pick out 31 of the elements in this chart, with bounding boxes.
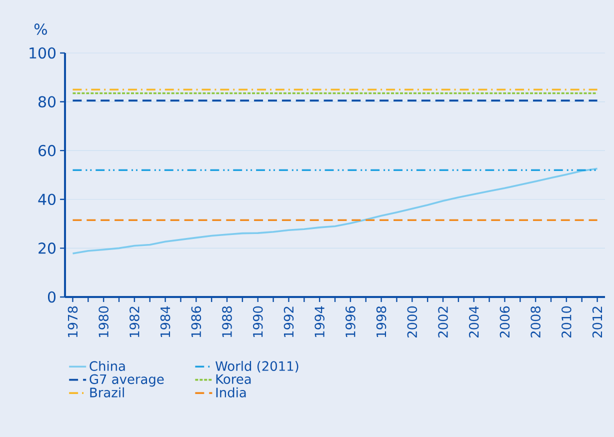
x-tick-label: 1992 — [284, 306, 294, 338]
x-tick-label: 2006 — [500, 306, 510, 338]
y-axis-title: % — [34, 24, 47, 35]
legend-label: China — [90, 360, 125, 371]
legend-label: World (2011) — [216, 360, 298, 372]
x-tick-label: 2004 — [468, 306, 479, 338]
x-tick-label: 1982 — [130, 306, 140, 338]
x-tick-label: 2012 — [592, 306, 602, 338]
y-tick-label: 60 — [38, 144, 56, 156]
x-tick-label: 1994 — [314, 306, 324, 338]
y-tick-label: 40 — [38, 194, 56, 206]
y-tick-label: 0 — [48, 291, 56, 303]
legend-label: India — [216, 387, 246, 398]
x-tick-label: 1988 — [222, 306, 232, 338]
legend-label: Brazil — [90, 387, 124, 398]
x-tick-label: 2002 — [438, 306, 448, 338]
x-tick-label: 1998 — [376, 306, 386, 338]
x-tick-label: 2000 — [407, 306, 418, 338]
legend-label: G7 average — [90, 374, 164, 387]
x-tick-label: 1978 — [68, 306, 78, 338]
x-tick-label: 1984 — [160, 306, 170, 338]
legend-label: Korea — [216, 374, 251, 384]
x-tick-label: 1996 — [346, 306, 356, 338]
x-tick-label: 1980 — [98, 306, 108, 338]
x-tick-label: 2008 — [530, 306, 540, 338]
y-tick-label: 80 — [38, 96, 56, 108]
y-tick-label: 20 — [38, 242, 56, 254]
x-tick-label: 2010 — [562, 306, 572, 338]
y-tick-label: 100 — [30, 47, 56, 59]
x-tick-label: 1990 — [252, 306, 263, 338]
x-tick-label: 1986 — [191, 306, 202, 338]
